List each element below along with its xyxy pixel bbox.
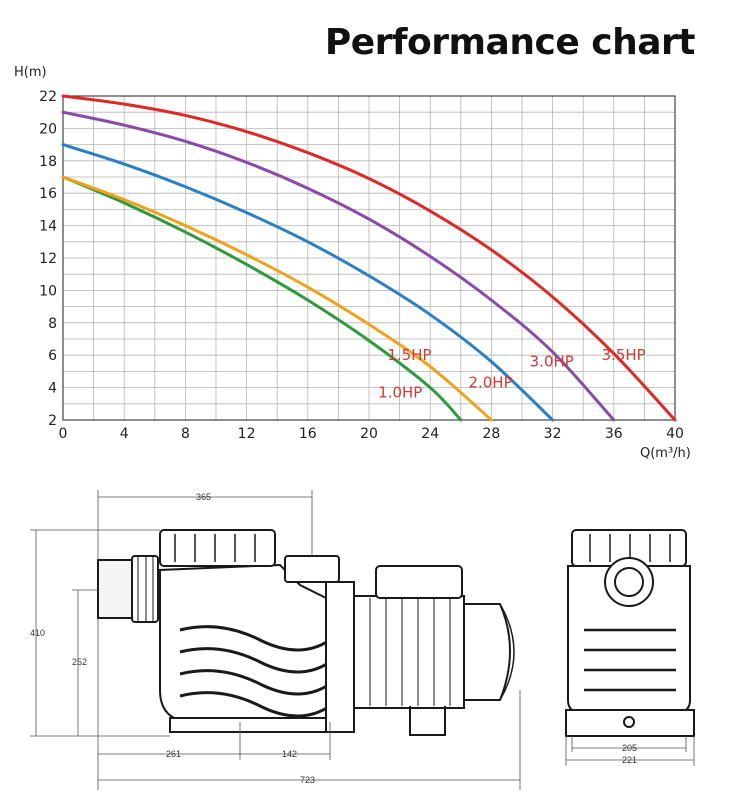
dimension-lines [30, 490, 695, 790]
motor-flange [325, 581, 355, 733]
union-nut [131, 555, 159, 623]
y-tick-label: 12 [39, 251, 57, 267]
fan-cover [463, 603, 511, 701]
dim-top-width: 365 [196, 492, 211, 502]
page-title: Performance chart [324, 22, 696, 63]
series-label-3.0HP: 3.0HP [530, 353, 574, 371]
terminal-box [375, 565, 463, 599]
series-line-1.0HP [61, 175, 463, 422]
dim-base-inner-width: 205 [622, 743, 637, 753]
y-tick-label: 2 [48, 413, 57, 429]
chart-grid-major [62, 95, 676, 421]
x-tick-label: 24 [421, 426, 439, 442]
series-line-3.0HP [61, 110, 616, 422]
chart-curves: 1.0HP 1.5HP 2.0HP 3.0HP 3.5HP [61, 94, 677, 422]
x-tick-label: 0 [59, 426, 68, 442]
pump-side-view [97, 529, 515, 736]
x-tick-label: 8 [181, 426, 190, 442]
dim-inlet-height: 252 [72, 657, 87, 667]
x-tick-label: 4 [120, 426, 129, 442]
pump-base [169, 717, 331, 733]
series-line-2.0HP [61, 143, 555, 422]
y-tick-label: 10 [39, 283, 57, 299]
y-tick-label: 8 [48, 316, 57, 332]
x-tick-label: 32 [544, 426, 562, 442]
y-tick-label: 14 [39, 219, 57, 235]
pump-front-view [565, 529, 695, 737]
y-tick-label: 18 [39, 154, 57, 170]
series-line-1.5HP [61, 175, 493, 422]
x-tick-label: 40 [666, 426, 684, 442]
x-tick-label: 12 [238, 426, 256, 442]
dim-base-outer-width: 221 [622, 755, 637, 765]
dim-inlet-offset: 261 [166, 749, 181, 759]
plot-frame [62, 95, 676, 421]
y-tick-label: 20 [39, 121, 57, 137]
y-tick-label: 16 [39, 186, 57, 202]
series-label-1.5HP: 1.5HP [387, 346, 431, 364]
dim-overall-length: 723 [300, 775, 315, 785]
dim-overall-height: 410 [30, 628, 45, 638]
series-label-1.0HP: 1.0HP [378, 383, 422, 401]
y-axis-title: H(m) [14, 65, 47, 80]
dim-foot-spacing: 142 [282, 749, 297, 759]
series-label-3.5HP: 3.5HP [602, 346, 646, 364]
series-line-3.5HP [61, 94, 677, 422]
y-tick-label: 6 [48, 348, 57, 364]
series-label-2.0HP: 2.0HP [468, 374, 512, 392]
x-tick-label: 20 [360, 426, 378, 442]
y-tick-label: 22 [39, 89, 57, 105]
strainer-lid [159, 529, 276, 567]
x-tick-label: 16 [299, 426, 317, 442]
dimension-labels: 365 410 252 261 142 723 205 221 [30, 492, 637, 785]
y-tick-label: 4 [48, 381, 57, 397]
x-axis-title: Q(m³/h) [640, 446, 691, 461]
outlet-port [284, 555, 340, 583]
x-tick-label: 36 [605, 426, 623, 442]
x-tick-label: 28 [482, 426, 500, 442]
